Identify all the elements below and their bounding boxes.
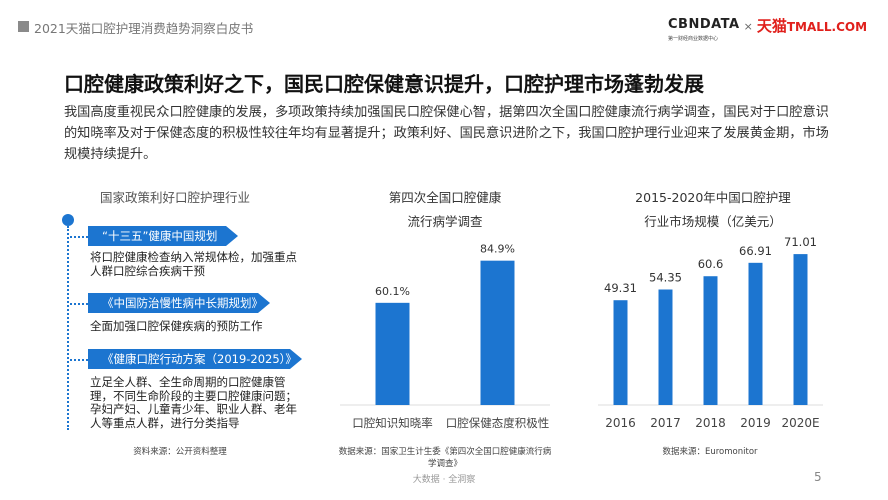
connector — [70, 236, 88, 238]
tick-label: 口腔知识知晓率 — [352, 416, 433, 430]
data-label: 49.31 — [604, 281, 637, 295]
logo: CBNDATA 第一财经商业数据中心 × 天猫TMALL.COM — [668, 18, 867, 46]
policy-tag: 《中国防治慢性病中长期规划》 — [88, 293, 270, 313]
bar — [748, 262, 763, 405]
intro-paragraph: 我国高度重视民众口腔健康的发展，多项政策持续加强国民口腔保健心智，据第四次全国口… — [64, 105, 829, 162]
data-label: 66.91 — [739, 244, 772, 258]
data-label: 60.6 — [698, 257, 724, 271]
policy-desc: 全面加强口腔保健疾病的预防工作 — [90, 319, 263, 333]
header-square-icon — [18, 21, 29, 32]
header-title: 2021天猫口腔护理消费趋势洞察白皮书 — [34, 21, 254, 36]
tmall-logo: 天猫TMALL.COM — [756, 17, 868, 35]
bar — [703, 276, 718, 405]
bar — [793, 254, 808, 405]
chart1-title: 第四次全国口腔健康 流行病学调查 — [388, 190, 502, 229]
page-title: 口腔健康政策利好之下，国民口腔保健意识提升，口腔护理市场蓬勃发展 — [64, 72, 704, 96]
tick-label: 2017 — [650, 416, 681, 430]
cbndata-logo: CBNDATA 第一财经商业数据中心 — [668, 17, 740, 43]
logo-separator: × — [743, 20, 753, 33]
policy-desc: 立足全人群、全生命周期的口腔健康管理，不同生命阶段的主要口腔健康问题；孕妇产妇、… — [90, 375, 297, 430]
timeline-dot — [62, 214, 74, 226]
bar — [480, 260, 515, 405]
chart2-source: 数据来源：Euromonitor — [662, 447, 758, 457]
tick-label: 口腔保健态度积极性 — [446, 416, 550, 430]
policy-source: 资料来源：公开资料整理 — [133, 447, 227, 457]
tick-label: 2018 — [695, 416, 726, 430]
tick-label: 2019 — [740, 416, 771, 430]
chart2: 49.31 2016 54.35 2017 60.6 2018 66.91 2019 71.01… — [598, 235, 823, 430]
bar — [658, 289, 673, 405]
policy-title: 国家政策利好口腔护理行业 — [100, 190, 251, 205]
tick-label: 2016 — [605, 416, 636, 430]
tick-label: 2020E — [781, 416, 819, 430]
data-label: 84.9% — [480, 243, 515, 256]
bar — [375, 302, 410, 405]
connector — [70, 303, 88, 305]
connector — [70, 359, 88, 361]
chart1-source: 数据来源：国家卫生计生委《第四次全国口腔健康流行病学调查》 — [338, 447, 552, 469]
data-label: 54.35 — [649, 271, 682, 285]
footer-slogan: 大数据 · 全洞察 — [412, 475, 476, 485]
data-label: 71.01 — [784, 235, 817, 249]
chart1: 60.1% 口腔知识知晓率 84.9% 口腔保健态度积极性 — [340, 243, 550, 430]
policy-tag: “十三五”健康中国规划 — [88, 226, 238, 246]
chart2-title: 2015-2020年中国口腔护理 行业市场规模（亿美元） — [635, 190, 791, 229]
policy-tag: 《健康口腔行动方案（2019-2025）》 — [88, 349, 302, 369]
page-number: 5 — [814, 470, 822, 484]
data-label: 60.1% — [375, 285, 410, 298]
timeline-line — [67, 226, 69, 430]
policy-desc: 将口腔健康检查纳入常规体检，加强重点人群口腔综合疾病干预 — [90, 250, 297, 278]
bar — [613, 300, 628, 405]
